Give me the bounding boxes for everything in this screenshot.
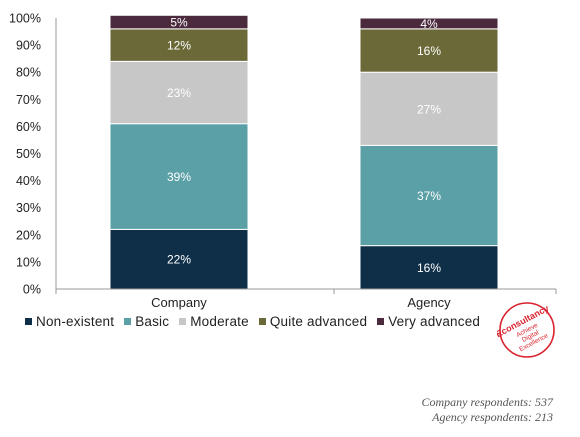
y-tick-label: 50% bbox=[16, 147, 41, 161]
y-tick-label: 80% bbox=[16, 66, 41, 80]
bar-segment bbox=[359, 144, 499, 247]
chart-legend: Non-existent Basic Moderate Quite advanced V… bbox=[25, 314, 505, 329]
y-tick-label: 90% bbox=[16, 39, 41, 53]
y-tick-label: 10% bbox=[16, 255, 41, 269]
legend-label: Moderate bbox=[190, 314, 249, 329]
x-tick-label: Company bbox=[151, 295, 207, 310]
legend-label: Quite advanced bbox=[269, 314, 368, 329]
legend-swatch bbox=[377, 318, 385, 325]
legend-swatch bbox=[124, 318, 132, 325]
legend-item: Quite advanced bbox=[258, 314, 368, 329]
y-tick-label: 100% bbox=[9, 12, 41, 26]
footnote: Company respondents: 537 Agency responde… bbox=[421, 395, 553, 425]
legend-item: Basic bbox=[124, 314, 169, 329]
data-label: 16% bbox=[417, 261, 441, 275]
legend-item: Moderate bbox=[179, 314, 249, 329]
bar-segment bbox=[359, 28, 499, 73]
data-label: 22% bbox=[167, 253, 191, 267]
logo-ring bbox=[499, 302, 555, 358]
footnote-company-respondents: Company respondents: 537 bbox=[421, 395, 553, 409]
footnote-agency-respondents: Agency respondents: 213 bbox=[432, 410, 553, 424]
data-label: 12% bbox=[167, 39, 191, 53]
y-tick-label: 20% bbox=[16, 228, 41, 242]
data-label: 5% bbox=[170, 16, 188, 30]
data-label: 27% bbox=[417, 102, 441, 116]
data-label: 37% bbox=[417, 189, 441, 203]
bar-segment bbox=[359, 17, 499, 30]
bar-segment bbox=[359, 71, 499, 146]
bar-segment bbox=[109, 28, 249, 62]
legend-label: Very advanced bbox=[388, 314, 481, 329]
y-tick-label: 30% bbox=[16, 201, 41, 215]
y-tick-label: 0% bbox=[23, 283, 41, 297]
bar-segment bbox=[109, 228, 249, 290]
y-tick-label: 40% bbox=[16, 174, 41, 188]
legend-swatch bbox=[258, 318, 266, 325]
data-label: 16% bbox=[417, 44, 441, 58]
bar-segment bbox=[109, 14, 249, 30]
legend-swatch bbox=[25, 318, 32, 325]
legend-item: Very advanced bbox=[377, 314, 480, 329]
x-tick-label: Agency bbox=[407, 295, 451, 310]
data-label: 4% bbox=[420, 17, 438, 31]
legend-item: Non-existent bbox=[25, 314, 114, 329]
legend-swatch bbox=[179, 318, 187, 325]
y-tick-label: 70% bbox=[16, 93, 41, 107]
legend-label: Non-existent bbox=[36, 314, 115, 329]
data-label: 39% bbox=[167, 170, 191, 184]
econsultancy-logo: Econsultancy Achieve Digital Excellence bbox=[497, 302, 555, 358]
legend-label: Basic bbox=[135, 314, 170, 329]
bar-segment bbox=[109, 123, 249, 230]
y-tick-label: 60% bbox=[16, 120, 41, 134]
data-label: 23% bbox=[167, 86, 191, 100]
